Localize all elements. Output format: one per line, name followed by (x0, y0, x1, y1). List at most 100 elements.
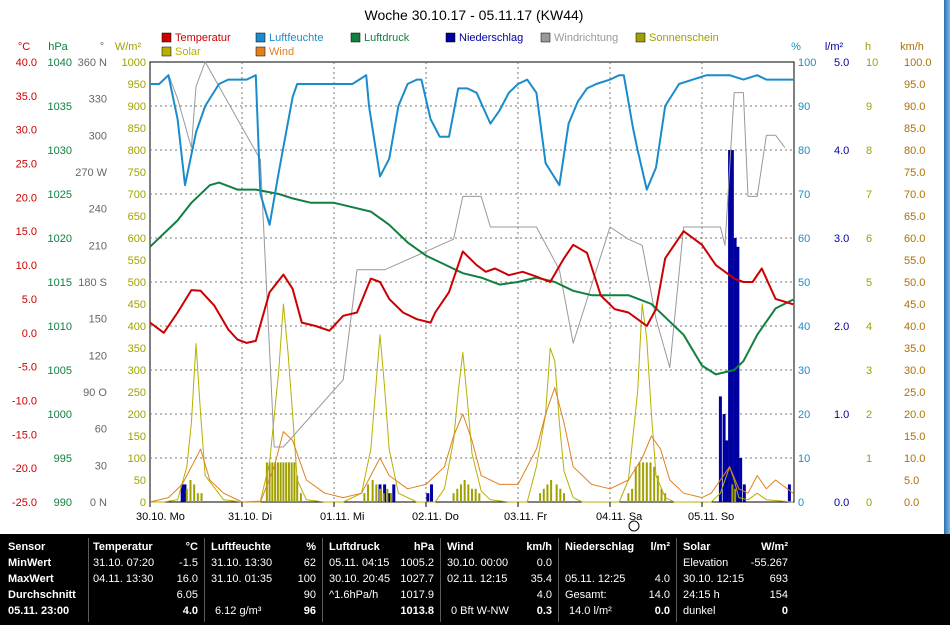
x-axis: 30.10. Mo 31.10. Di 01.11. Mi 02.11. Do 03.1… (136, 502, 734, 523)
pressure-avg: 1017.9 (400, 589, 434, 601)
rain-max-time: 05.11. 12:25 (565, 573, 626, 585)
solar-header: Solar (683, 541, 711, 553)
humidity-tick-label: 80 (798, 145, 810, 157)
wind_speed-tick-label: 20.0 (904, 409, 925, 421)
temperature-max: 16.0 (176, 573, 198, 585)
wind_speed-tick-label: 0.0 (904, 497, 919, 509)
wind-header: Wind (447, 541, 474, 553)
humidity-tick-label: 30 (798, 365, 810, 377)
pressure-tick-label: 1020 (48, 233, 72, 245)
solar-tick-label: 0 (140, 497, 146, 509)
wind-min-time: 30.10. 00:00 (447, 557, 509, 569)
sunshine-bar (382, 493, 385, 502)
legend-swatch (161, 46, 172, 57)
humidity-tick-label: 10 (798, 453, 810, 465)
solar-tick-label: 550 (128, 255, 146, 267)
sunshine-bar (555, 484, 558, 502)
precipitation-bar (180, 484, 184, 502)
wind_direction-tick-label: 30 (95, 460, 107, 472)
solar-tick-label: 250 (128, 387, 146, 399)
wind_speed-tick-label: 75.0 (904, 167, 925, 179)
wind_speed-tick-label: 85.0 (904, 123, 925, 135)
solar-tick-label: 400 (128, 321, 146, 333)
sunshine-bar (189, 480, 192, 502)
solar-avg: 154 (769, 589, 788, 601)
humidity-unit-label: % (791, 41, 801, 53)
sunshine-bar (627, 493, 630, 502)
precipitation-bar (722, 414, 726, 502)
sunshine-bar (563, 493, 565, 502)
sunshine-bar (390, 493, 393, 502)
pressure-min-time: 05.11. 04:15 (329, 557, 390, 569)
wind-current: 0.3 (536, 605, 552, 617)
stats-col-sensor: Sensor MinWert MaxWert Durchschnitt 05.1… (4, 538, 89, 622)
precipitation-tick-label: 2.0 (834, 321, 849, 333)
sunshine-bar (290, 462, 293, 502)
legend-label: Luftdruck (364, 32, 410, 44)
solar-max: 693 (769, 573, 788, 585)
humidity-current: 96 (303, 605, 316, 617)
sunshine-bar (478, 493, 481, 502)
precipitation-bar (430, 484, 434, 502)
x-tick-label: 31.10. Di (228, 511, 272, 523)
solar-tick-label: 1000 (122, 57, 146, 69)
solar-tick-label: 100 (128, 453, 146, 465)
sunshine-bar (474, 488, 477, 502)
sunshine-tick-label: 2 (866, 409, 872, 421)
pressure-tick-label: 990 (54, 497, 72, 509)
wind_speed-unit-label: km/h (900, 41, 924, 53)
solar-tick-label: 150 (128, 431, 146, 443)
precipitation-tick-label: 3.0 (834, 233, 849, 245)
solar-elevation: -55.267 (750, 557, 788, 569)
sunshine-bar (296, 475, 299, 502)
scroll-indicator[interactable] (628, 520, 640, 532)
pressure-tick-label: 995 (54, 453, 72, 465)
wind_speed-tick-label: 65.0 (904, 211, 925, 223)
sunshine-tick-label: 10 (866, 57, 878, 69)
humidity-tick-label: 20 (798, 409, 810, 421)
stats-col-solar: Solar W/m² Elevation -55.267 30.10. 12:15 6… (677, 538, 794, 622)
humidity-tick-label: 0 (798, 497, 804, 509)
sunshine-bar (649, 462, 652, 502)
solar-tick-label: 900 (128, 101, 146, 113)
wind_direction-tick-label: 240 (89, 204, 107, 216)
series-line-solar (150, 303, 794, 503)
sunshine-bar (185, 488, 188, 502)
solar-tick-label: 800 (128, 145, 146, 157)
precipitation-tick-label: 4.0 (834, 145, 849, 157)
plot-area (149, 61, 795, 503)
wind_speed-tick-label: 40.0 (904, 321, 925, 333)
wind_direction-tick-label: 90 O (83, 387, 107, 399)
stats-col-temperature: Temperatur °C 31.10. 07:20 -1.5 04.11. 13:… (89, 538, 205, 622)
sunshine-bar (642, 462, 645, 502)
humidity-tick-label: 90 (798, 101, 810, 113)
temperature-tick-label: 30.0 (16, 125, 37, 137)
rain-sum: 14.0 l/m² (569, 605, 612, 617)
x-tick-label: 01.11. Mi (320, 511, 364, 523)
solar-tick-label: 300 (128, 365, 146, 377)
humidity-absolute: 6.12 g/m³ (215, 605, 262, 617)
wind_speed-tick-label: 30.0 (904, 365, 925, 377)
sunshine-bar (634, 466, 637, 502)
temperature-tick-label: -25.0 (12, 497, 37, 509)
sunshine-bar (471, 488, 473, 502)
sunshine-bar (452, 493, 455, 502)
temperature-unit: °C (185, 541, 198, 553)
legend-swatch (635, 32, 646, 43)
stats-col-wind: Wind km/h 30.10. 00:00 0.0 02.11. 12:15 35.… (441, 538, 559, 622)
stats-col-pressure: Luftdruck hPa 05.11. 04:15 1005.2 30.10. 2… (323, 538, 441, 622)
solar-tick-label: 950 (128, 79, 146, 91)
solar-tick-label: 700 (128, 189, 146, 201)
precipitation-bar (742, 484, 746, 502)
legend-swatch (445, 32, 456, 43)
sunshine-bar (271, 462, 274, 502)
legend-label: Solar (175, 46, 201, 58)
temperature-unit-label: °C (18, 41, 30, 53)
sunshine-bar (282, 462, 285, 502)
sunshine-bar (542, 488, 545, 502)
sunshine-bar (631, 488, 634, 502)
humidity-tick-label: 40 (798, 321, 810, 333)
humidity-max-time: 31.10. 01:35 (211, 573, 273, 585)
scroll-indicator-icon[interactable] (628, 520, 640, 532)
legend-swatch (540, 32, 551, 43)
